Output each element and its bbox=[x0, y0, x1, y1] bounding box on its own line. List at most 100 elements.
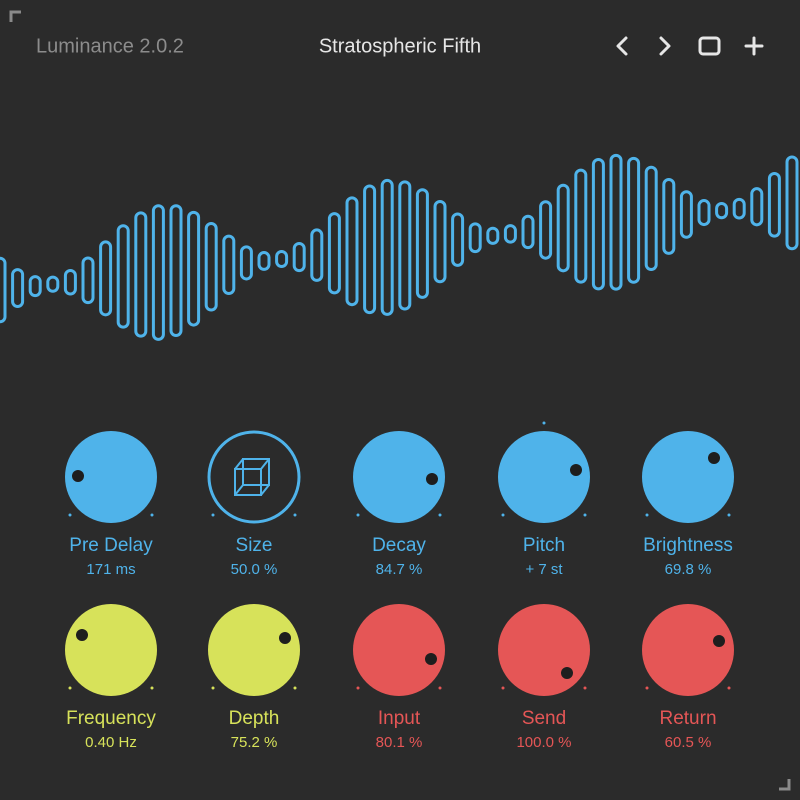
wave-bar bbox=[239, 245, 253, 281]
wave-bar bbox=[11, 268, 25, 309]
wave-bar bbox=[204, 221, 218, 312]
knob[interactable] bbox=[642, 431, 734, 523]
wave-bar bbox=[275, 250, 289, 269]
wave-bar bbox=[345, 196, 359, 307]
wave-bar bbox=[310, 228, 324, 282]
wave-bar bbox=[380, 178, 394, 316]
wave-bar bbox=[750, 187, 764, 227]
wave-bar bbox=[327, 212, 341, 295]
preset-name[interactable]: Stratospheric Fifth bbox=[319, 35, 481, 57]
range-tick bbox=[727, 686, 731, 690]
wave-bar bbox=[785, 155, 799, 251]
knob-value: + 7 st bbox=[525, 561, 563, 578]
range-tick bbox=[501, 513, 505, 517]
knob-label: Pre Delay bbox=[69, 535, 153, 556]
range-tick bbox=[211, 686, 215, 690]
knob-indicator bbox=[425, 653, 437, 665]
knob-indicator bbox=[72, 470, 84, 482]
knob-label: Frequency bbox=[66, 708, 156, 729]
wave-bar bbox=[539, 200, 553, 260]
wave-bar bbox=[116, 224, 130, 329]
wave-bar bbox=[732, 197, 746, 220]
center-tick bbox=[542, 421, 546, 425]
wave-bar bbox=[609, 153, 623, 291]
knob-value: 75.2 % bbox=[231, 734, 278, 751]
range-tick bbox=[150, 513, 154, 517]
range-tick bbox=[645, 686, 649, 690]
wave-bar bbox=[222, 234, 236, 296]
knob-indicator bbox=[713, 635, 725, 647]
next-preset-button[interactable] bbox=[659, 36, 671, 56]
wave-bar bbox=[574, 168, 588, 284]
waveform bbox=[0, 153, 799, 341]
knob[interactable] bbox=[353, 431, 445, 523]
wave-bar bbox=[398, 180, 412, 311]
wave-bar bbox=[28, 275, 42, 298]
wave-bar bbox=[292, 241, 306, 273]
cube-icon bbox=[234, 458, 270, 496]
resize-handle[interactable] bbox=[779, 779, 791, 791]
knob-value: 60.5 % bbox=[665, 734, 712, 751]
knob-panel: Pre Delay 171 ms Size 50.0 % Decay 84.7 % Pitc… bbox=[65, 421, 734, 751]
knob-indicator bbox=[279, 632, 291, 644]
range-tick bbox=[68, 686, 72, 690]
wave-bar bbox=[767, 172, 781, 238]
knob[interactable] bbox=[498, 431, 590, 523]
range-tick bbox=[438, 513, 442, 517]
knob-label: Return bbox=[659, 708, 716, 729]
range-tick bbox=[293, 513, 297, 517]
wave-bar bbox=[99, 240, 113, 317]
wave-bar bbox=[257, 251, 271, 271]
wave-bar bbox=[697, 199, 711, 227]
knob-value: 171 ms bbox=[86, 561, 135, 578]
wave-bar bbox=[521, 214, 535, 250]
wave-bar bbox=[46, 275, 60, 293]
knob[interactable] bbox=[642, 604, 734, 696]
knob[interactable] bbox=[353, 604, 445, 696]
knob-label: Depth bbox=[229, 708, 280, 729]
wave-bar bbox=[644, 165, 658, 271]
wave-bar bbox=[468, 222, 482, 254]
wave-bar bbox=[486, 226, 500, 245]
wave-bar bbox=[0, 256, 7, 324]
knob-value: 50.0 % bbox=[231, 561, 278, 578]
range-tick bbox=[438, 686, 442, 690]
range-tick bbox=[211, 513, 215, 517]
range-tick bbox=[727, 513, 731, 517]
wave-bar bbox=[679, 190, 693, 239]
knob[interactable] bbox=[498, 604, 590, 696]
wave-bar bbox=[151, 204, 165, 341]
knob[interactable] bbox=[65, 604, 157, 696]
wave-bar bbox=[415, 188, 429, 299]
size-button[interactable] bbox=[207, 430, 301, 524]
knob-label: Send bbox=[522, 708, 566, 729]
knob-label: Size bbox=[236, 535, 273, 556]
range-tick bbox=[356, 686, 360, 690]
wave-bar bbox=[363, 184, 377, 315]
wave-bar bbox=[187, 210, 201, 327]
knob-indicator bbox=[76, 629, 88, 641]
range-tick bbox=[356, 513, 360, 517]
range-tick bbox=[150, 686, 154, 690]
wave-bar bbox=[81, 256, 95, 305]
wave-bar bbox=[715, 201, 729, 220]
wave-bar bbox=[134, 211, 148, 338]
range-tick bbox=[583, 513, 587, 517]
knob[interactable] bbox=[208, 604, 300, 696]
knob-label: Input bbox=[378, 708, 421, 729]
prev-preset-button[interactable] bbox=[616, 36, 628, 56]
knob-indicator bbox=[426, 473, 438, 485]
app-name: Luminance 2.0.2 bbox=[36, 35, 184, 57]
add-button[interactable] bbox=[744, 36, 764, 56]
save-button[interactable] bbox=[698, 36, 721, 56]
knob-label: Decay bbox=[372, 535, 426, 556]
knob-label: Brightness bbox=[643, 535, 733, 556]
corner-mark bbox=[9, 10, 21, 22]
range-tick bbox=[293, 686, 297, 690]
knob-value: 80.1 % bbox=[376, 734, 423, 751]
wave-bar bbox=[556, 183, 570, 273]
wave-bar bbox=[63, 269, 77, 296]
range-tick bbox=[501, 686, 505, 690]
knob[interactable] bbox=[65, 431, 157, 523]
